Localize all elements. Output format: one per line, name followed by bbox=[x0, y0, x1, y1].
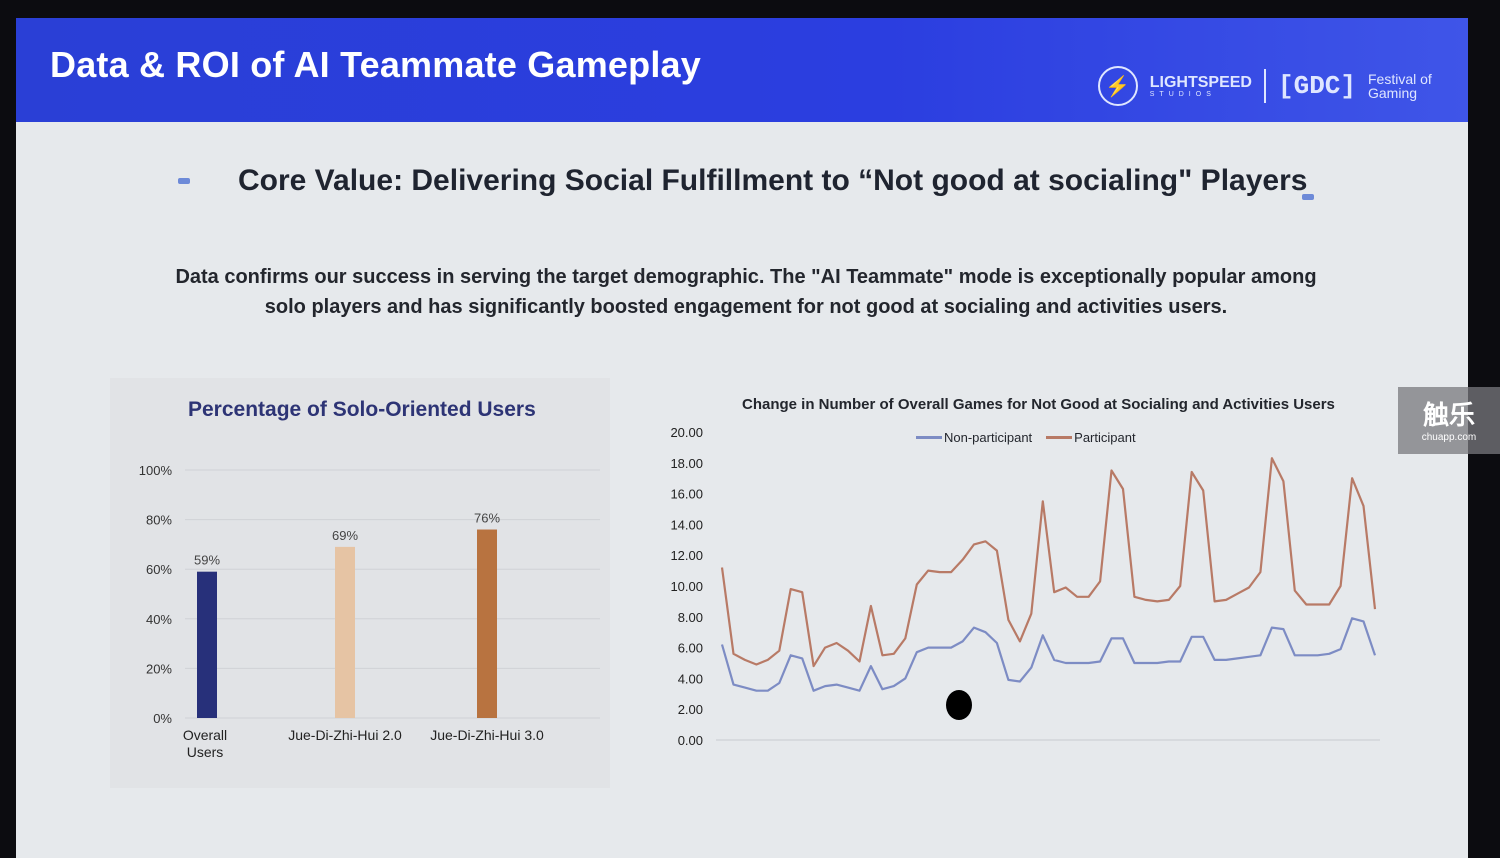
line-y-tick: 6.00 bbox=[678, 641, 703, 656]
legend-non-participant: Non-participant bbox=[916, 430, 1032, 445]
lightspeed-sub: STUDIOS bbox=[1149, 90, 1216, 98]
logo-divider bbox=[1263, 69, 1266, 103]
line-y-tick: 20.00 bbox=[670, 425, 703, 440]
bar-y-tick: 0% bbox=[153, 711, 172, 726]
legend-swatch bbox=[1046, 436, 1073, 439]
bar-y-tick: 60% bbox=[146, 562, 172, 577]
bar bbox=[477, 529, 497, 718]
bar-category-label: Users bbox=[187, 744, 224, 760]
slide-header: Data & ROI of AI Teammate Gameplay ⚡ LIG… bbox=[16, 18, 1468, 122]
line-y-tick: 4.00 bbox=[678, 671, 703, 686]
festival-logo: Festival of Gaming bbox=[1368, 71, 1432, 101]
line-chart-title: Change in Number of Overall Games for No… bbox=[742, 396, 1335, 413]
bar-category-label: Overall bbox=[183, 727, 227, 743]
bar-y-tick: 80% bbox=[146, 513, 172, 528]
line-series-participant bbox=[720, 457, 1377, 668]
bar-data-label: 69% bbox=[332, 528, 358, 543]
slide-title: Data & ROI of AI Teammate Gameplay bbox=[50, 44, 701, 85]
legend-swatch bbox=[916, 436, 942, 439]
watermark-logo: 触乐 bbox=[1422, 400, 1475, 430]
bar bbox=[197, 571, 217, 718]
decor-mark-left bbox=[178, 178, 190, 184]
watermark: 触乐 chuapp.com bbox=[1398, 387, 1500, 454]
decor-mark-right bbox=[1302, 194, 1314, 200]
legend-label: Non-participant bbox=[944, 430, 1033, 445]
line-y-tick: 10.00 bbox=[670, 579, 703, 594]
bar-y-tick: 20% bbox=[146, 661, 172, 676]
line-y-tick: 18.00 bbox=[670, 456, 703, 471]
line-legend: Non-participant Participant bbox=[916, 430, 1136, 445]
bar-chart-title: Percentage of Solo-Oriented Users bbox=[188, 398, 536, 421]
line-y-tick: 14.00 bbox=[670, 517, 703, 532]
bar-data-label: 76% bbox=[474, 511, 500, 526]
bar-data-label: 59% bbox=[194, 553, 220, 568]
bar-category-label: Jue-Di-Zhi-Hui 2.0 bbox=[288, 727, 402, 743]
body-text: Data confirms our success in serving the… bbox=[175, 266, 1317, 318]
gdc-logo: [GDC] bbox=[1277, 71, 1356, 101]
lightning-icon: ⚡ bbox=[1097, 66, 1138, 106]
bar-y-tick: 100% bbox=[139, 463, 173, 478]
lightspeed-logo: LIGHTSPEED STUDIOS bbox=[1149, 73, 1252, 98]
watermark-url: chuapp.com bbox=[1421, 432, 1477, 443]
line-y-tick: 0.00 bbox=[678, 733, 703, 748]
line-y-tick: 16.00 bbox=[670, 487, 703, 502]
lightspeed-name: LIGHTSPEED bbox=[1149, 73, 1252, 91]
line-y-tick: 12.00 bbox=[670, 548, 703, 563]
subtitle: Core Value: Delivering Social Fulfillmen… bbox=[238, 164, 1308, 197]
bar-category-label: Jue-Di-Zhi-Hui 3.0 bbox=[430, 727, 544, 743]
line-series-non-participant bbox=[720, 617, 1377, 692]
legend-label: Participant bbox=[1074, 430, 1136, 445]
microphone bbox=[946, 690, 972, 720]
bar-y-tick: 40% bbox=[146, 612, 172, 627]
line-y-tick: 8.00 bbox=[678, 610, 703, 625]
bar-chart-panel bbox=[110, 378, 610, 788]
line-y-tick: 2.00 bbox=[678, 702, 703, 717]
logos: ⚡ LIGHTSPEED STUDIOS [GDC] Festival of G… bbox=[1097, 66, 1438, 106]
bar bbox=[335, 546, 355, 718]
legend-participant: Participant bbox=[1046, 430, 1136, 445]
